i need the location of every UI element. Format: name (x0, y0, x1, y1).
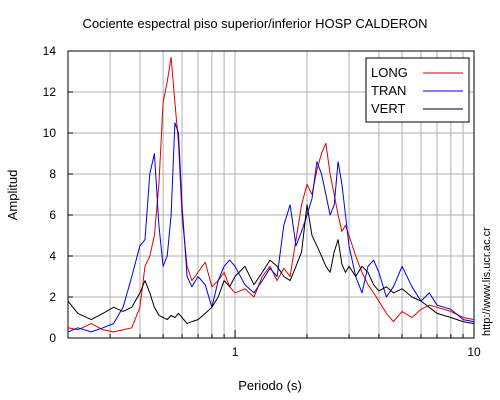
series-lines (67, 56, 475, 333)
y-tick-label: 12 (43, 85, 57, 99)
y-tick-label: 6 (49, 208, 56, 222)
y-tick-label: 0 (49, 331, 56, 345)
y-tick-label: 14 (43, 44, 57, 58)
axis-ticks: 0 2 4 6 8 10 12 14 1 10 (43, 44, 481, 359)
plot-frame (67, 50, 475, 339)
series-line-vert (67, 204, 475, 325)
legend-label-long: LONG (371, 65, 408, 80)
series-line-long (67, 56, 475, 333)
y-tick-label: 8 (49, 167, 56, 181)
legend-label-vert: VERT (371, 101, 405, 116)
source-url: http://www.lis.ucr.ac.cr (481, 227, 493, 336)
legend: LONG TRAN VERT (365, 57, 470, 123)
y-tick-label: 2 (49, 290, 56, 304)
y-tick-label: 4 (49, 249, 56, 263)
series-line-tran (67, 122, 475, 333)
y-axis-label: Amplitud (5, 170, 20, 221)
x-tick-label: 1 (232, 345, 239, 359)
x-tick-label: 10 (467, 345, 481, 359)
legend-box (365, 57, 470, 123)
y-tick-label: 10 (43, 126, 57, 140)
legend-label-tran: TRAN (371, 83, 406, 98)
chart-title: Cociente espectral piso superior/inferio… (82, 16, 427, 31)
x-axis-label: Periodo (s) (238, 378, 302, 393)
